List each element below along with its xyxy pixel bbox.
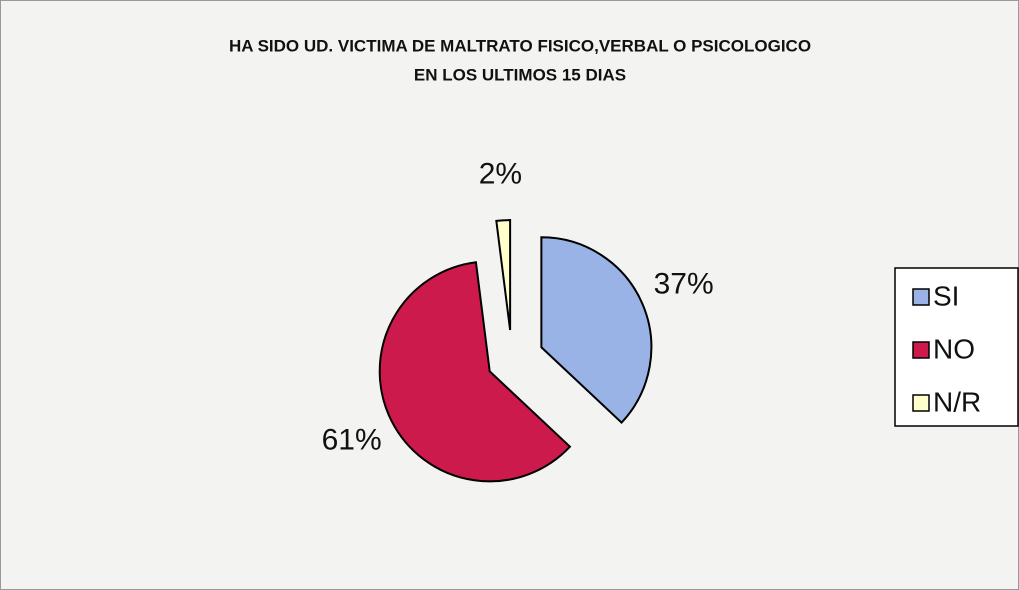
legend-swatch [912,394,930,412]
legend-label: NO [933,333,975,364]
pie-slice [378,261,572,483]
chart-title: EN LOS ULTIMOS 15 DIAS [414,65,626,84]
pie-slice [495,219,512,331]
chart-title: HA SIDO UD. VICTIMA DE MALTRATO FISICO,V… [229,36,811,55]
legend-label: N/R [933,386,981,417]
data-label: 2% [479,157,522,190]
data-label: 61% [322,424,382,457]
pie-slice [540,236,653,425]
legend-swatch [912,341,930,359]
legend-swatch [912,288,930,306]
legend-label: SI [933,280,959,311]
data-label: 37% [654,268,714,301]
